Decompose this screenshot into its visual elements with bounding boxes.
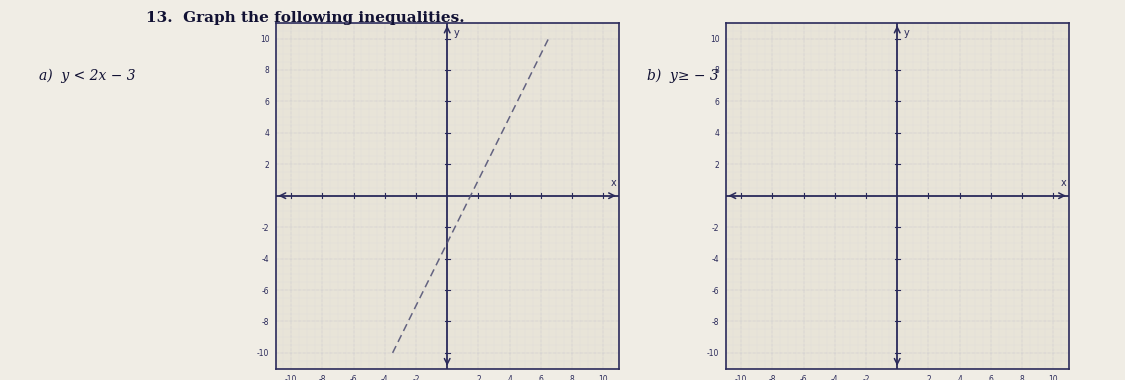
Text: x: x bbox=[1061, 178, 1066, 188]
Text: y: y bbox=[903, 27, 909, 38]
Text: y: y bbox=[453, 27, 459, 38]
Text: 13.  Graph the following inequalities.: 13. Graph the following inequalities. bbox=[146, 11, 465, 25]
Text: a)  y < 2x − 3: a) y < 2x − 3 bbox=[39, 68, 136, 83]
Text: x: x bbox=[611, 178, 616, 188]
Text: b)  y≥ − 3: b) y≥ − 3 bbox=[647, 68, 719, 83]
